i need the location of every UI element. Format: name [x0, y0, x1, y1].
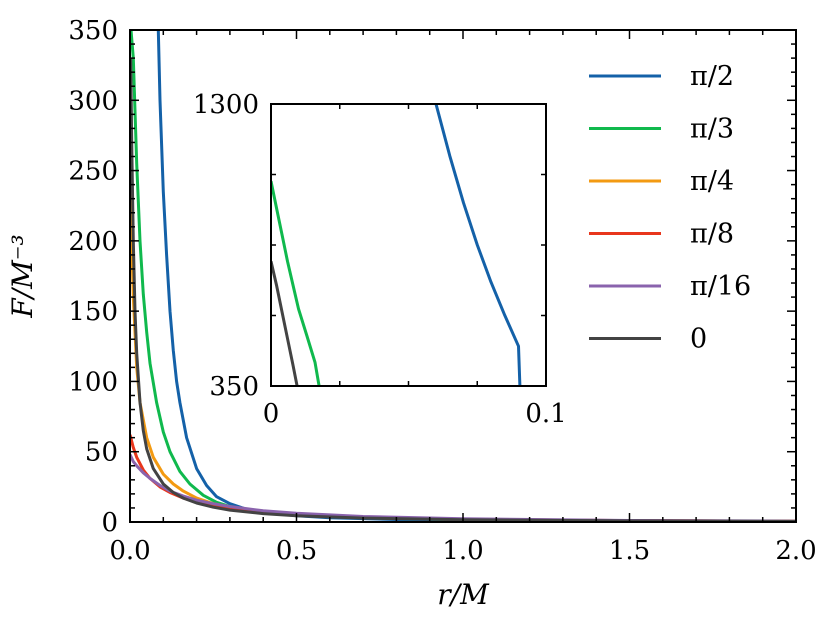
inset-series-line-0 — [434, 104, 522, 386]
inset-background — [271, 104, 546, 386]
inset-x-tick-label: 0 — [263, 399, 280, 429]
inset-ticks — [270, 103, 547, 387]
y-tick-label: 150 — [68, 297, 118, 327]
legend-label: π/8 — [690, 219, 734, 250]
y-tick-label: 100 — [68, 367, 118, 397]
y-tick-labels: 0 50 100 150 200 250 300 350 — [68, 16, 118, 538]
inset-y-tick-label: 350 — [209, 372, 259, 402]
y-tick-label: 200 — [68, 227, 118, 257]
x-tick-label: 1.5 — [609, 536, 650, 566]
inset-series-line-1 — [271, 180, 321, 386]
legend-label: π/2 — [690, 61, 734, 92]
inset-y-tick-label: 1300 — [193, 90, 259, 120]
series-line-3 — [130, 434, 796, 522]
legend-label: 0 — [690, 324, 707, 355]
legend-label: π/4 — [690, 166, 734, 197]
legend-label: π/16 — [690, 271, 751, 302]
y-tick-label: 50 — [85, 438, 118, 468]
inset-plot-series — [271, 104, 522, 386]
main-ticks — [129, 29, 797, 523]
y-tick-label: 300 — [68, 86, 118, 116]
x-tick-label: 1.0 — [442, 536, 483, 566]
x-tick-label: 0.5 — [276, 536, 317, 566]
y-tick-label: 0 — [101, 508, 118, 538]
y-tick-label: 350 — [68, 16, 118, 46]
x-tick-label: 2.0 — [775, 536, 816, 566]
inset-series-line-2 — [271, 260, 299, 386]
x-tick-labels: 0.0 0.5 1.0 1.5 2.0 — [109, 536, 816, 566]
legend-label: π/3 — [690, 114, 734, 145]
inset-x-tick-label: 0.1 — [525, 399, 566, 429]
x-axis-title: r/M — [437, 578, 490, 611]
series-line-5 — [130, 58, 796, 522]
x-tick-label: 0.0 — [109, 536, 150, 566]
legend: π/2 π/3 π/4 π/8 π/16 0 — [589, 61, 751, 355]
y-axis-title: F/M⁻³ — [6, 234, 39, 319]
inset-tick-labels: 0 0.1 350 1300 — [193, 90, 567, 429]
y-tick-label: 250 — [68, 157, 118, 187]
